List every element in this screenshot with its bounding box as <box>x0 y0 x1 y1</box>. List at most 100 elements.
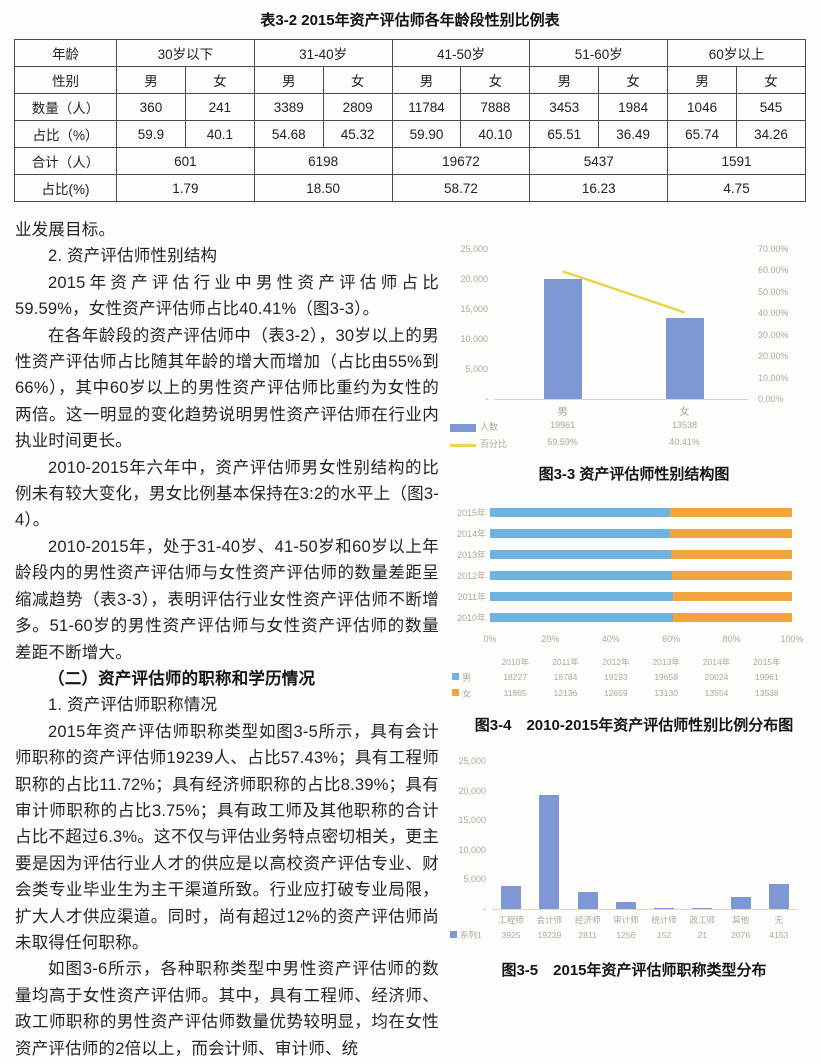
row-header: 数量（人） <box>14 93 117 121</box>
data-value: 59.59% <box>547 437 578 447</box>
paragraph: 2010-2015年，处于31-40岁、41-50岁和60岁以上年龄段内的男性资… <box>15 537 439 662</box>
category-label: 经济师 <box>574 915 601 925</box>
data-value: 13130 <box>654 688 678 698</box>
legend-label: 女 <box>462 689 472 699</box>
axis-tick-label: 40% <box>601 634 620 644</box>
legend-label: 系列1 <box>460 930 482 940</box>
table-cell: 60岁以上 <box>667 39 806 67</box>
bar <box>615 901 636 909</box>
category-label: 会计师 <box>536 915 563 925</box>
data-value: 12136 <box>553 688 578 698</box>
bar-male <box>490 571 672 580</box>
bar <box>543 279 582 399</box>
axis-tick-label: 50.00% <box>758 286 789 297</box>
axis-tick-label: 5,000 <box>463 874 486 885</box>
table-cell: 45.32 <box>322 120 393 148</box>
axis-tick-label: 30.00% <box>758 329 789 340</box>
axis-line <box>492 909 798 910</box>
figure-title-type-chart: 25,000 20,000 15,000 10,000 5,000 - 工程师 3925 会计师… <box>448 751 810 947</box>
data-value: 2811 <box>578 930 597 940</box>
axis-tick-label: 0% <box>483 634 497 644</box>
data-value: 20024 <box>704 672 729 682</box>
table-cell: 36.49 <box>598 120 669 148</box>
table-cell: 1984 <box>598 93 669 121</box>
paragraph: 2. 资产评估师性别结构 <box>48 247 218 266</box>
table-cell: 3453 <box>529 93 600 121</box>
table-cell: 31-40岁 <box>253 39 393 67</box>
table-cell: 男 <box>667 66 738 94</box>
legend-bar-swatch <box>450 424 476 432</box>
bar <box>768 884 789 909</box>
table-cell: 54.68 <box>253 120 324 148</box>
axis-tick-label: 10,000 <box>458 844 486 855</box>
table-cell: 360 <box>116 93 186 121</box>
axis-tick-label: 10.00% <box>758 372 789 383</box>
table-cell: 男 <box>116 66 186 94</box>
data-value: 3925 <box>501 930 521 940</box>
bar-female <box>673 592 792 601</box>
data-value: 18227 <box>503 672 527 682</box>
table-cell: 3389 <box>253 93 324 121</box>
axis-tick-label: 20,000 <box>460 274 488 284</box>
section-heading: （二）资产评估师的职称和学历情况 <box>48 669 316 688</box>
axis-tick-label: 60.00% <box>758 265 789 276</box>
axis-tick-label: 60% <box>662 634 681 644</box>
table-year-header: 2014年 <box>702 657 731 667</box>
table-year-header: 2015年 <box>753 657 781 667</box>
table-row: 数量（人） 360 241 3389 2809 11784 7888 3453 1984 1046… <box>14 93 806 121</box>
table-cell: 2809 <box>322 93 393 121</box>
table-cell: 16.23 <box>529 174 669 202</box>
axis-tick-label: 15,000 <box>458 815 486 826</box>
category-label: 女 <box>679 407 690 418</box>
table-year-header: 2013年 <box>652 657 680 667</box>
data-value: 19658 <box>654 672 678 682</box>
bar <box>730 896 751 909</box>
category-label: 审计师 <box>613 915 639 925</box>
table-cell: 11784 <box>391 93 462 121</box>
table-cell: 18.50 <box>253 174 393 202</box>
legend-line-swatch <box>450 444 476 447</box>
axis-tick-label: 70.00% <box>758 244 789 254</box>
paragraph: 在各年龄段的资产评估师中（表3-2），30岁以上的男性资产评估师占比随其年龄的增… <box>15 326 439 451</box>
axis-line <box>494 399 748 400</box>
axis-tick-label: 25,000 <box>458 756 486 766</box>
figures-column: 25,000 20,000 15,000 10,000 5,000 - 70.00% 60.0… <box>439 217 820 1062</box>
year-label: 2014年 <box>456 529 486 539</box>
table-cell: 241 <box>184 93 255 121</box>
table-year-header: 2011年 <box>552 657 579 667</box>
year-label: 2010年 <box>456 613 486 623</box>
table-cell: 19672 <box>391 147 531 175</box>
table-cell: 59.90 <box>391 120 462 148</box>
paragraph: 2010-2015年六年中，资产评估师男女性别结构的比例未有较大变化，男女比例基… <box>15 458 439 530</box>
row-header: 合计（人） <box>14 147 117 175</box>
row-header: 年龄 <box>14 39 117 67</box>
bar <box>501 885 522 909</box>
data-value: 13538 <box>671 420 698 430</box>
data-value: 19193 <box>604 672 628 682</box>
table-cell: 601 <box>116 147 255 175</box>
data-value: 40.41% <box>669 437 700 447</box>
legend-label: 百分比 <box>480 439 508 449</box>
data-value: 19961 <box>755 672 779 682</box>
year-label: 2012年 <box>456 571 486 581</box>
table-row: 性别男女男女男女男女男女 <box>14 66 806 94</box>
table-cell: 男 <box>253 66 324 94</box>
table-year-header: 2010年 <box>501 657 529 667</box>
data-value: 2076 <box>731 930 751 940</box>
bar <box>539 795 560 909</box>
table-cell: 34.26 <box>736 120 806 148</box>
gender-age-table-body: 年龄 30岁以下 31-40岁 41-50岁 51-60岁 60岁以上 性别男女男女男女男女… <box>14 39 806 202</box>
axis-tick-label: - <box>485 394 488 404</box>
legend-swatch <box>450 931 457 938</box>
paragraph: 2015年资产评估师职称类型如图3-5所示，具有会计师职称的资产评估师19239… <box>15 722 439 952</box>
bar <box>577 892 598 909</box>
table-cell: 59.9 <box>116 120 186 148</box>
category-label: 统计师 <box>651 915 677 925</box>
table-cell: 7888 <box>460 93 531 121</box>
axis-tick-label: 5,000 <box>465 364 488 374</box>
table-cell: 女 <box>322 66 393 94</box>
table-cell: 1591 <box>667 147 806 175</box>
data-value: 4153 <box>769 930 789 940</box>
table-cell: 40.10 <box>460 120 531 148</box>
